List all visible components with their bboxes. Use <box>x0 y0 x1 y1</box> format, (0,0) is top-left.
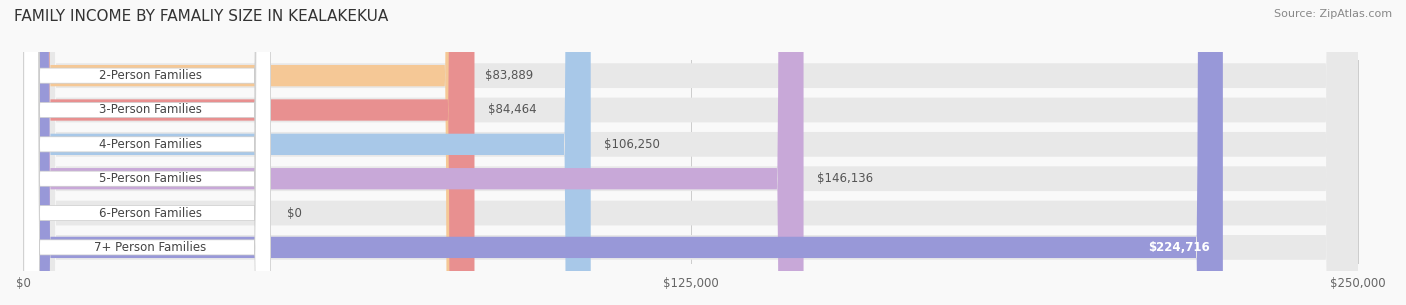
Text: FAMILY INCOME BY FAMALIY SIZE IN KEALAKEKUA: FAMILY INCOME BY FAMALIY SIZE IN KEALAKE… <box>14 9 388 24</box>
FancyBboxPatch shape <box>24 0 270 305</box>
FancyBboxPatch shape <box>24 0 1358 305</box>
Text: 3-Person Families: 3-Person Families <box>98 103 202 117</box>
Text: 7+ Person Families: 7+ Person Families <box>94 241 207 254</box>
FancyBboxPatch shape <box>24 0 270 305</box>
Text: 6-Person Families: 6-Person Families <box>98 206 202 220</box>
Text: 4-Person Families: 4-Person Families <box>98 138 202 151</box>
Text: $224,716: $224,716 <box>1147 241 1209 254</box>
Text: $0: $0 <box>287 206 301 220</box>
FancyBboxPatch shape <box>24 0 1223 305</box>
FancyBboxPatch shape <box>24 0 1358 305</box>
FancyBboxPatch shape <box>24 0 1358 305</box>
Text: 2-Person Families: 2-Person Families <box>98 69 202 82</box>
FancyBboxPatch shape <box>24 0 471 305</box>
FancyBboxPatch shape <box>24 0 270 305</box>
FancyBboxPatch shape <box>24 0 1358 305</box>
Text: $84,464: $84,464 <box>488 103 537 117</box>
FancyBboxPatch shape <box>24 0 270 305</box>
FancyBboxPatch shape <box>24 0 591 305</box>
Text: $83,889: $83,889 <box>485 69 533 82</box>
FancyBboxPatch shape <box>24 0 1358 305</box>
FancyBboxPatch shape <box>24 0 804 305</box>
Text: Source: ZipAtlas.com: Source: ZipAtlas.com <box>1274 9 1392 19</box>
FancyBboxPatch shape <box>24 0 270 305</box>
Text: $106,250: $106,250 <box>605 138 659 151</box>
FancyBboxPatch shape <box>24 0 474 305</box>
FancyBboxPatch shape <box>24 0 270 305</box>
Text: 5-Person Families: 5-Person Families <box>98 172 202 185</box>
Text: $146,136: $146,136 <box>817 172 873 185</box>
FancyBboxPatch shape <box>24 0 1358 305</box>
